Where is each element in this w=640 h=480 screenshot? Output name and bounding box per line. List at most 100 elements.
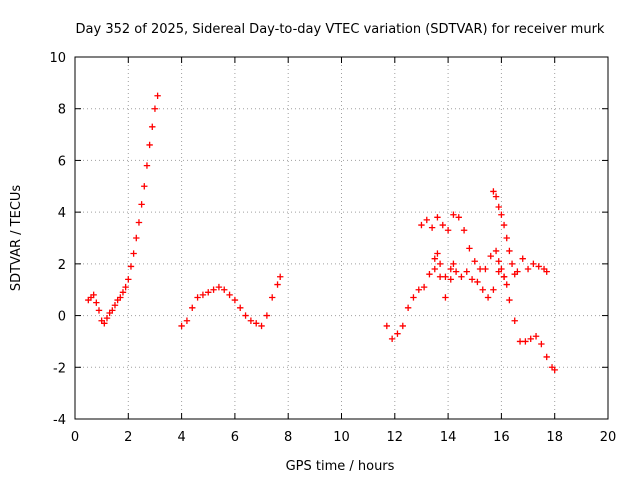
x-tick-label: 14 xyxy=(440,430,457,445)
data-point xyxy=(442,294,449,301)
data-point xyxy=(503,234,510,242)
data-point xyxy=(111,302,119,309)
data-point xyxy=(146,141,153,149)
data-point xyxy=(119,289,127,296)
y-tick-label: 2 xyxy=(58,258,66,273)
data-point xyxy=(410,294,417,301)
data-point xyxy=(95,307,103,314)
data-point xyxy=(431,255,438,262)
data-point xyxy=(436,260,444,268)
x-axis-label: GPS time / hours xyxy=(286,459,395,474)
data-point xyxy=(474,278,481,286)
chart-title: Day 352 of 2025, Sidereal Day-to-day VTE… xyxy=(76,22,605,37)
data-point xyxy=(274,281,281,288)
data-point xyxy=(439,221,446,229)
series-segment-3 xyxy=(383,250,558,374)
x-tick-label: 6 xyxy=(231,430,239,445)
y-axis-label: SDTVAR / TECUs xyxy=(9,185,24,292)
y-tick-label: 6 xyxy=(58,154,66,169)
data-point xyxy=(458,273,465,280)
series-segment-2 xyxy=(178,273,284,330)
data-point xyxy=(543,353,550,361)
data-point xyxy=(490,188,497,195)
x-tick-label: 18 xyxy=(546,430,563,445)
data-point xyxy=(263,312,271,319)
x-tick-label: 20 xyxy=(600,430,617,445)
data-point xyxy=(492,247,500,255)
data-point xyxy=(466,245,473,252)
data-point xyxy=(490,286,497,293)
series-segment-6 xyxy=(431,265,454,301)
series-segment-5 xyxy=(490,188,550,278)
data-point xyxy=(514,268,521,275)
y-tick-label: 4 xyxy=(58,206,66,221)
data-point xyxy=(495,258,502,265)
data-point xyxy=(450,211,457,218)
data-point xyxy=(388,335,396,343)
data-point xyxy=(538,340,545,348)
data-point xyxy=(522,338,529,345)
data-points xyxy=(85,92,558,374)
series-segment-4 xyxy=(418,211,489,273)
y-tick-label: 8 xyxy=(58,103,66,118)
data-point xyxy=(394,330,401,337)
data-point xyxy=(500,273,508,280)
data-point xyxy=(399,322,406,330)
data-point xyxy=(479,286,486,293)
data-point xyxy=(189,304,196,312)
x-tick-label: 8 xyxy=(284,430,292,445)
series-segment-7 xyxy=(487,247,510,288)
data-point xyxy=(194,294,201,301)
data-point xyxy=(242,312,249,319)
data-point xyxy=(269,294,276,301)
data-point xyxy=(90,291,97,299)
data-point xyxy=(103,314,111,322)
x-tick-label: 0 xyxy=(71,430,79,445)
data-point xyxy=(127,263,135,270)
data-point xyxy=(508,260,516,268)
data-point xyxy=(125,276,132,283)
data-point xyxy=(258,322,265,330)
x-tick-label: 16 xyxy=(493,430,510,445)
data-point xyxy=(426,271,433,278)
data-point xyxy=(130,250,137,257)
data-point xyxy=(460,227,468,234)
data-point xyxy=(436,273,444,280)
y-tick-label: 0 xyxy=(58,310,66,325)
data-point xyxy=(447,276,454,283)
data-point xyxy=(423,216,430,224)
data-point xyxy=(215,283,223,291)
data-point xyxy=(151,105,159,112)
series-segment-1 xyxy=(85,92,161,327)
data-point xyxy=(527,335,534,343)
data-point xyxy=(418,221,425,229)
x-tick-label: 4 xyxy=(177,430,185,445)
data-point xyxy=(149,123,156,131)
data-point xyxy=(471,258,478,265)
data-point xyxy=(199,291,207,299)
data-point xyxy=(210,286,217,293)
data-point xyxy=(109,307,116,314)
data-point xyxy=(468,276,476,283)
data-point xyxy=(117,294,124,301)
data-point xyxy=(183,317,191,324)
data-point xyxy=(519,255,526,262)
data-point xyxy=(543,268,550,275)
grid xyxy=(75,57,608,419)
data-point xyxy=(93,299,100,306)
data-point xyxy=(455,214,462,221)
data-point xyxy=(221,286,228,293)
data-point xyxy=(420,283,428,291)
data-point xyxy=(511,317,518,324)
data-point xyxy=(101,320,108,327)
data-point xyxy=(452,268,460,275)
data-point xyxy=(530,260,537,268)
data-point xyxy=(247,317,255,324)
data-point xyxy=(226,291,233,299)
data-point xyxy=(138,201,145,208)
data-point xyxy=(133,234,140,242)
data-point xyxy=(444,227,452,234)
data-point xyxy=(231,296,239,304)
x-tick-label: 2 xyxy=(124,430,132,445)
